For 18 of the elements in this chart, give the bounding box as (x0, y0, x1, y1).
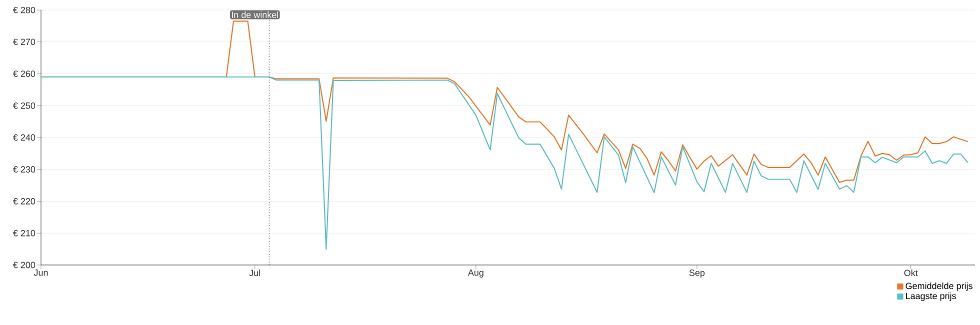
legend-label: Gemiddelde prijs (906, 282, 972, 291)
y-tick-label: € 240 (13, 134, 36, 141)
x-tick-label: Sep (689, 270, 705, 278)
y-tick-label: € 230 (13, 166, 36, 173)
x-tick-label: Jun (34, 270, 48, 276)
legend-label: Laagste prijs (906, 292, 956, 301)
x-tick-label: Okt (904, 270, 918, 276)
y-tick-label: € 250 (13, 102, 36, 109)
ref-line-label: In de winkel (232, 11, 278, 18)
x-tick-label: Jul (249, 270, 260, 276)
y-tick-label: € 280 (13, 6, 36, 14)
y-tick-label: € 220 (13, 198, 36, 204)
line-series (41, 76, 968, 250)
x-tick-label: Aug (468, 270, 484, 278)
y-tick-label: € 200 (13, 262, 36, 268)
y-tick-label: € 270 (13, 38, 36, 46)
y-tick-label: € 260 (13, 70, 36, 77)
y-tick-label: € 210 (13, 230, 36, 236)
